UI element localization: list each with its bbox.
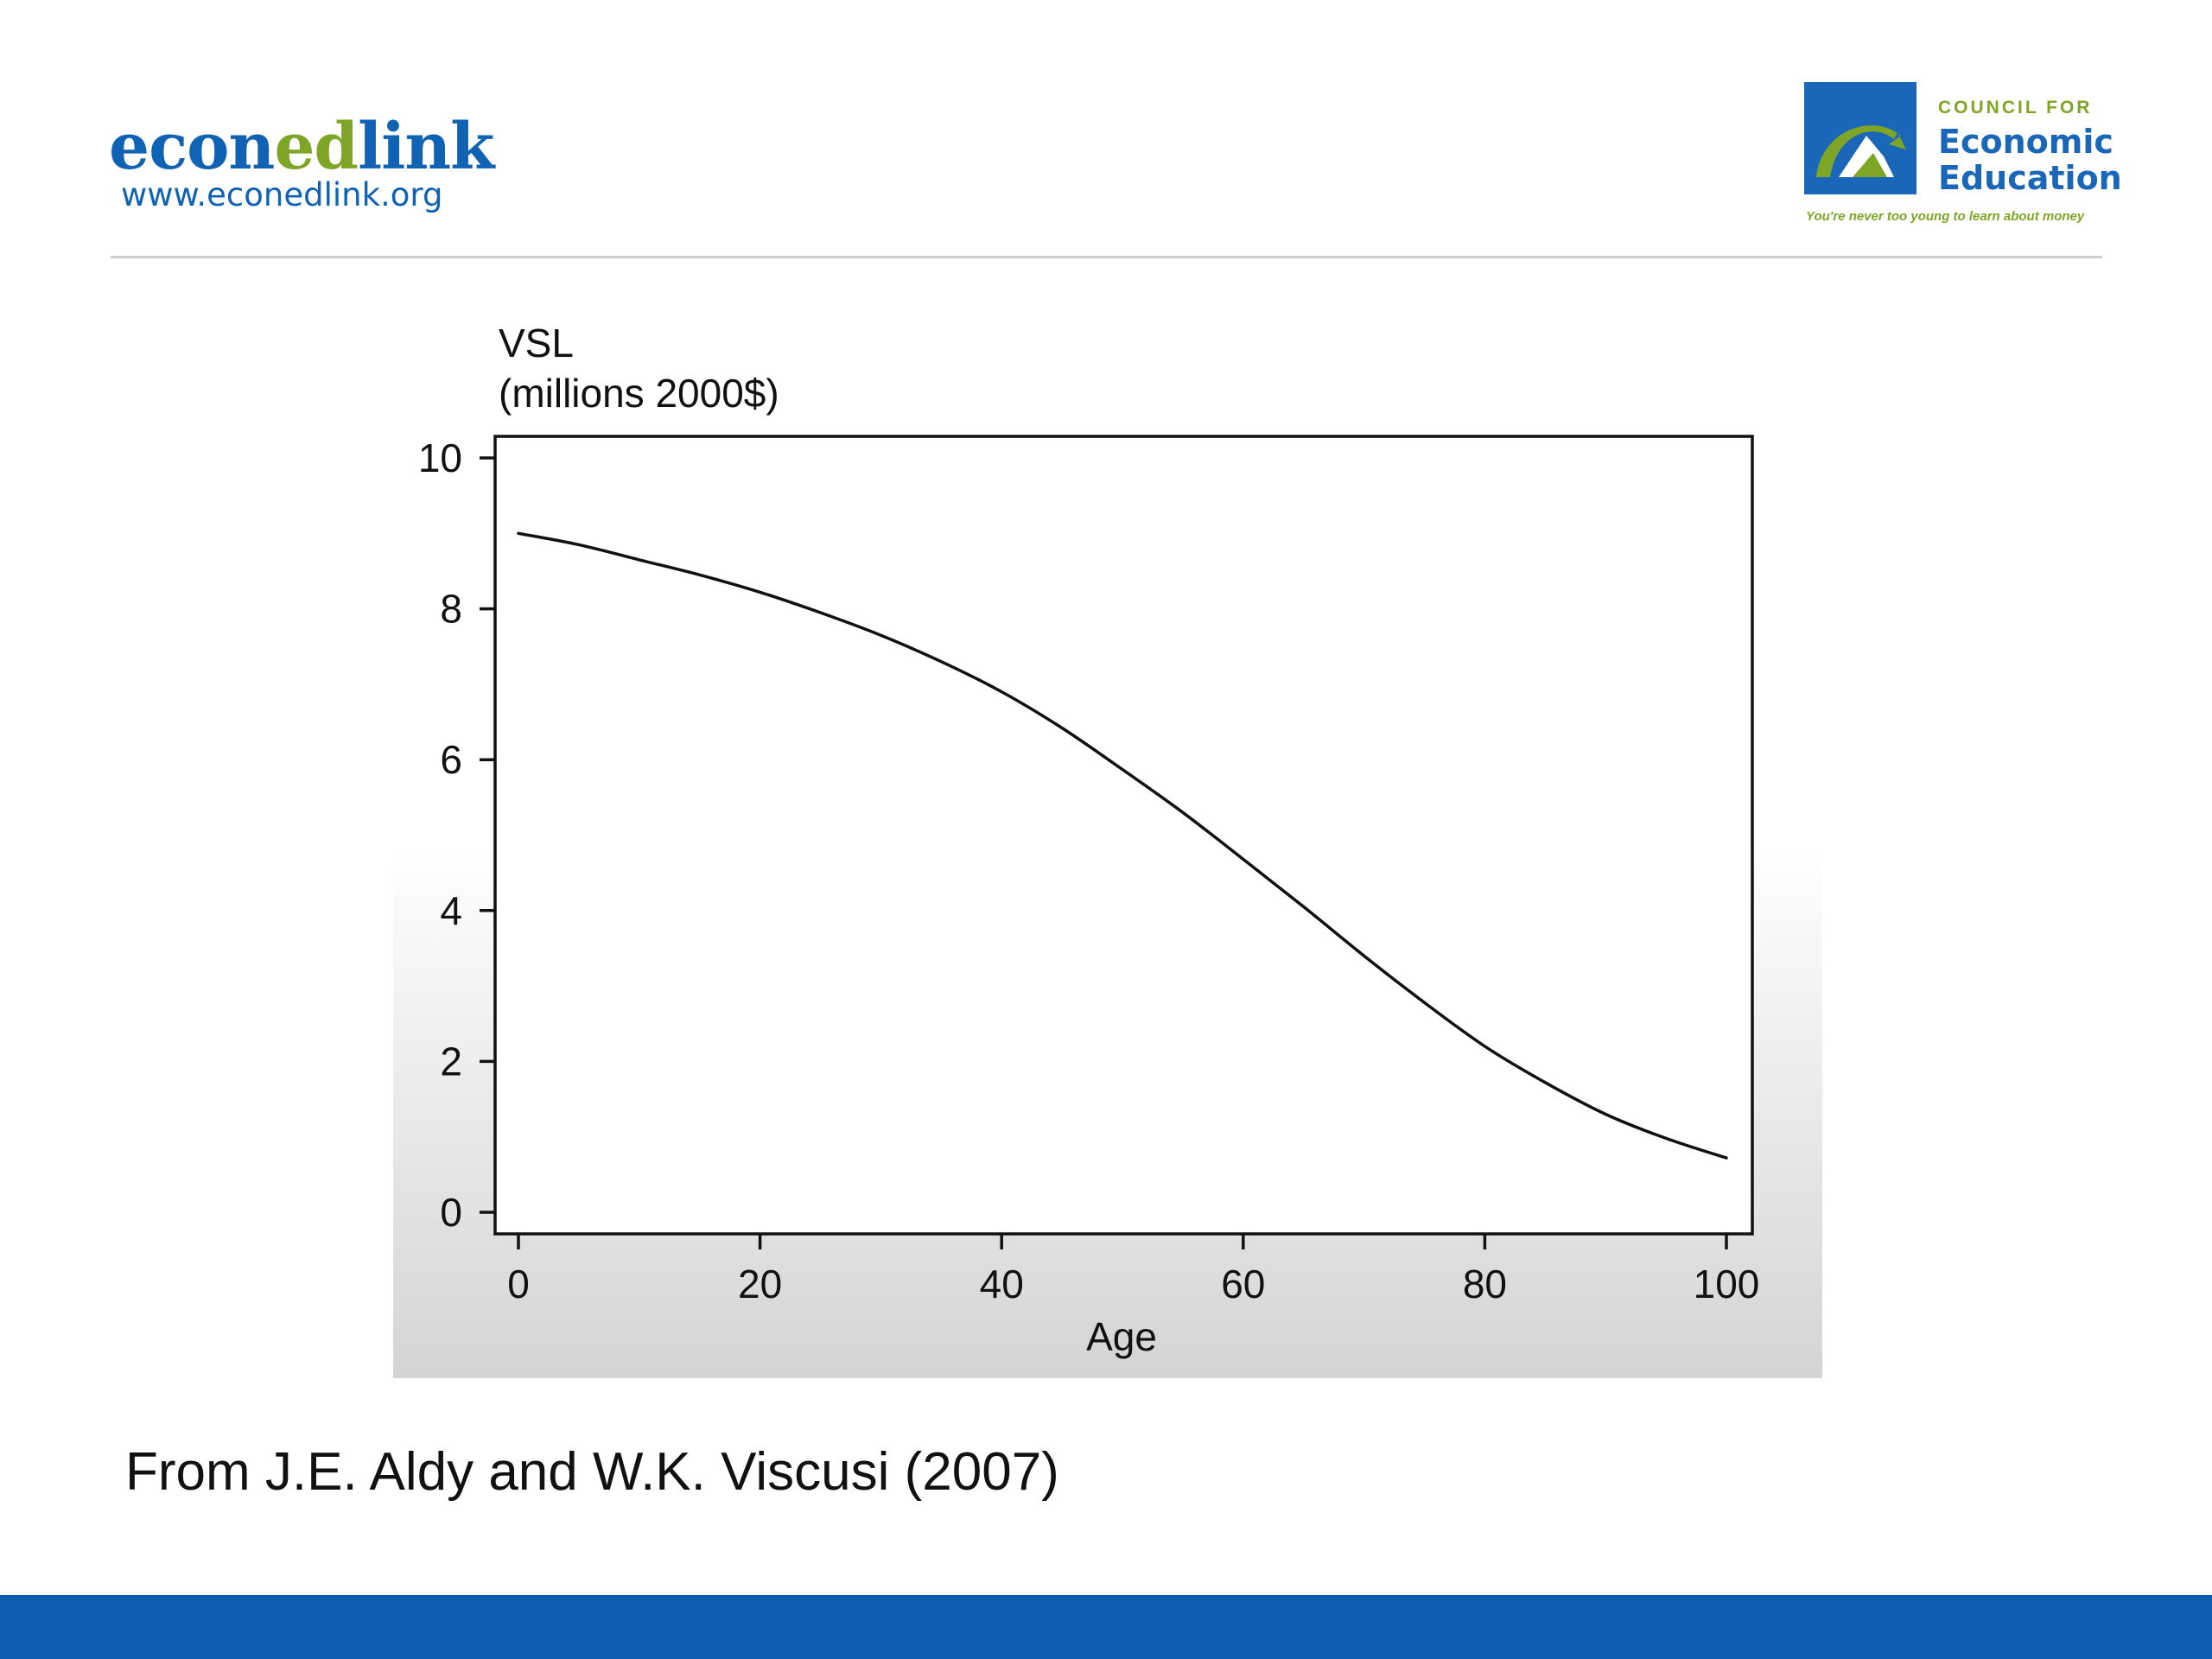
series-layer: [517, 531, 1728, 1160]
cee-tagline: You're never too young to learn about mo…: [1806, 209, 2085, 224]
econedlink-logo: econedlink www.econedlink.org: [109, 110, 494, 225]
x-tick-label: 20: [738, 1262, 782, 1306]
y-axis-label-line1: VSL: [499, 321, 574, 365]
cee-title-line2: Education: [1938, 159, 2122, 197]
x-tick-label: 60: [1221, 1262, 1265, 1306]
y-axis-label-line2: (millions 2000$): [499, 371, 779, 416]
series-line-vsl: [517, 531, 1728, 1160]
cee-small-heading: COUNCIL FOR: [1938, 98, 2093, 118]
x-axis-label: Age: [1086, 1314, 1157, 1359]
vsl-age-chart: VSL (millions 2000$) Age 0 2 4 6 8 10 0 20 40 60…: [393, 307, 1822, 1378]
x-tick-label: 100: [1694, 1262, 1760, 1306]
econedlink-url: www.econedlink.org: [121, 176, 443, 213]
y-tick-label: 8: [440, 587, 462, 632]
footer-bar: [0, 1595, 2212, 1659]
plot-frame: [493, 435, 1754, 1236]
y-tick-label: 10: [418, 435, 462, 480]
source-caption: From J.E. Aldy and W.K. Viscusi (2007): [125, 1442, 1059, 1502]
chart-svg: VSL (millions 2000$) Age 0 2 4 6 8 10 0 20 40 60…: [393, 307, 1822, 1378]
y-tick-label: 6: [440, 737, 462, 782]
y-tick-label: 2: [440, 1039, 462, 1084]
cee-emblem-icon: [1804, 82, 1916, 194]
cee-title-line1: Economic: [1938, 123, 2113, 161]
x-tick-label: 80: [1463, 1262, 1507, 1306]
x-axis-ticks: 0 20 40 60 80 100: [507, 1234, 1759, 1306]
y-tick-label: 4: [440, 888, 462, 933]
council-for-economic-education-logo: COUNCIL FOR Economic Education You're ne…: [1804, 82, 2122, 229]
y-axis-ticks: 0 2 4 6 8 10: [418, 435, 495, 1235]
y-tick-label: 0: [440, 1190, 462, 1235]
header-divider: [111, 256, 2102, 258]
x-tick-label: 0: [507, 1262, 530, 1306]
x-tick-label: 40: [980, 1262, 1024, 1306]
econedlink-wordmark: econedlink: [109, 110, 494, 184]
